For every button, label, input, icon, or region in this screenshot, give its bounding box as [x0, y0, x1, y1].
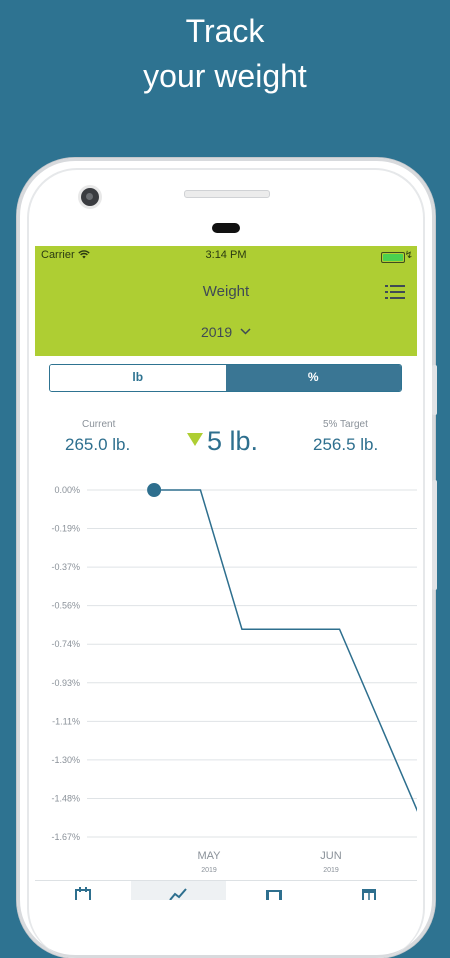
chevron-down-icon: [240, 328, 251, 335]
data-point-start: [147, 483, 162, 497]
y-tick-label: -1.30%: [51, 755, 80, 765]
target-label: 5% Target: [323, 419, 368, 430]
y-tick-label: -0.19%: [51, 524, 80, 534]
page-title: Weight: [202, 283, 250, 300]
current-value: 265.0 lb.: [65, 435, 131, 454]
unit-toggle: lb %: [49, 364, 402, 392]
camera-icon: [81, 188, 99, 206]
x-tick-month: JUN: [320, 850, 341, 862]
delta-value: 5 lb.: [207, 426, 259, 456]
y-tick-label: -1.48%: [51, 793, 80, 803]
y-tick-label: 0.00%: [54, 485, 80, 495]
y-tick-label: -0.74%: [51, 639, 80, 649]
y-tick-label: -1.67%: [51, 832, 80, 842]
trend-chart-icon: [169, 888, 188, 900]
phone-side-button: [432, 480, 437, 590]
data-line: [154, 489, 417, 812]
dumbbell-icon: [265, 890, 282, 900]
phone-side-button: [432, 365, 437, 415]
y-tick-label: -0.93%: [51, 678, 80, 688]
charging-icon: ↯: [404, 250, 413, 261]
year-selector[interactable]: 2019: [35, 324, 417, 340]
nav-bar: Carrier 3:14 PM ↯ Weight 2019: [35, 246, 417, 356]
list-menu-icon[interactable]: [385, 284, 405, 300]
tab-calendar[interactable]: [35, 881, 131, 900]
headline-line-1: Track: [185, 13, 265, 49]
app-screen: Carrier 3:14 PM ↯ Weight 2019 lb: [35, 246, 417, 900]
battery-icon: [381, 252, 405, 263]
x-tick-year: 2019: [323, 867, 339, 874]
tab-trend[interactable]: [130, 881, 226, 900]
wifi-icon: [77, 250, 90, 259]
tab-workout[interactable]: [226, 881, 322, 900]
tab-bar: [35, 880, 417, 900]
y-tick-label: -0.37%: [51, 562, 80, 572]
phone-speaker: [212, 223, 240, 233]
calendar-icon: [74, 887, 91, 900]
y-tick-label: -0.56%: [51, 601, 80, 611]
current-label: Current: [82, 419, 116, 430]
target-value: 256.5 lb.: [313, 435, 379, 454]
y-tick-label: -1.11%: [52, 716, 80, 726]
x-tick-month: MAY: [197, 850, 221, 862]
phone-sensor: [184, 190, 270, 198]
headline-line-2: your weight: [143, 58, 307, 94]
year-label: 2019: [200, 324, 233, 340]
tab-table[interactable]: [322, 881, 418, 900]
triangle-down-icon: [187, 433, 203, 446]
status-time: 3:14 PM: [205, 249, 247, 261]
unit-option-lb[interactable]: lb: [50, 365, 226, 391]
x-tick-year: 2019: [201, 867, 217, 874]
table-icon: [362, 889, 377, 900]
unit-option-percent[interactable]: %: [225, 365, 401, 391]
status-carrier: Carrier: [41, 249, 90, 261]
weight-chart: 0.00% -0.19% -0.37% -0.56% -0.74% -0.93% -1.11…: [51, 483, 417, 874]
